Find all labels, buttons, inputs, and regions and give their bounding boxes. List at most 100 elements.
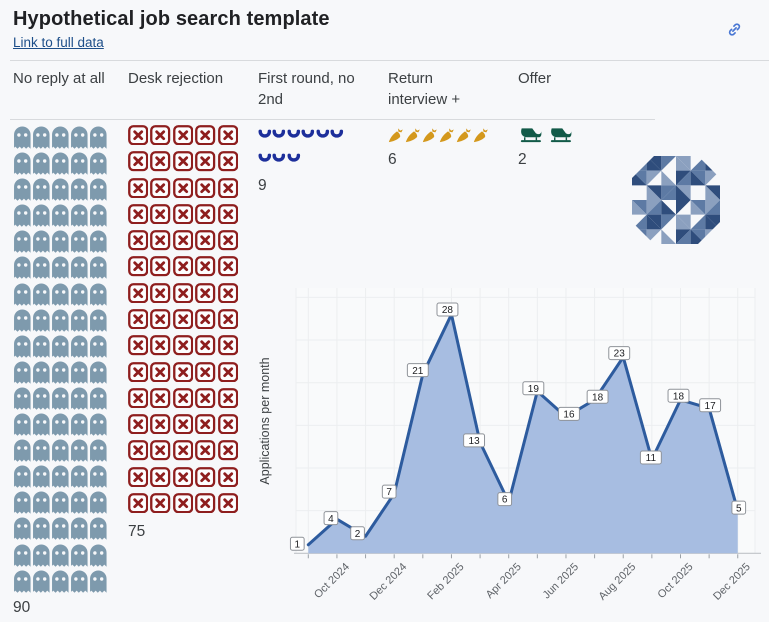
svg-text:Aug 2025: Aug 2025 [597, 561, 639, 603]
column-header-no-reply: No reply at all [13, 70, 105, 87]
ghost-icon [32, 386, 51, 410]
ghost-icon [89, 516, 108, 540]
xbox-icon [195, 309, 215, 329]
full-data-link[interactable]: Link to full data [13, 35, 104, 50]
ghost-icon [51, 151, 70, 175]
first-round-total: 9 [258, 177, 267, 194]
ghost-icon [70, 386, 89, 410]
ghost-icon [51, 569, 70, 593]
ghost-icon [32, 177, 51, 201]
ghost-icon [32, 334, 51, 358]
phone-icon [272, 151, 286, 165]
svg-text:Dec 2025: Dec 2025 [711, 561, 753, 603]
xbox-icon [195, 440, 215, 460]
ghost-icon [89, 386, 108, 410]
xbox-icon [173, 283, 193, 303]
ghost-icon [51, 282, 70, 306]
ghost-icon [13, 125, 32, 149]
phone-icon [272, 127, 286, 141]
ghost-icon [70, 543, 89, 567]
ghost-icon [89, 151, 108, 175]
ghost-icon [13, 516, 32, 540]
xbox-icon [173, 335, 193, 355]
xbox-icon [128, 151, 148, 171]
phone-icon [287, 127, 301, 141]
ghost-icon [32, 438, 51, 462]
sleigh-icon [518, 127, 544, 144]
xbox-icon [173, 414, 193, 434]
svg-text:28: 28 [442, 305, 454, 316]
ghost-icon [13, 151, 32, 175]
xbox-icon [218, 125, 238, 145]
xbox-icon [218, 309, 238, 329]
return-interview-total: 6 [388, 151, 397, 168]
ghost-icon [70, 334, 89, 358]
quilt-decoration-graphic [632, 156, 720, 244]
svg-text:4: 4 [328, 514, 334, 525]
xbox-icon [150, 283, 170, 303]
svg-text:16: 16 [563, 409, 575, 420]
ghost-icon [13, 282, 32, 306]
ghost-icon [32, 360, 51, 384]
ghost-icon [70, 308, 89, 332]
no-reply-total: 90 [13, 598, 31, 616]
sleigh-icon [548, 127, 574, 144]
xbox-icon [128, 178, 148, 198]
carrot-icon [405, 127, 420, 143]
xbox-icon [128, 414, 148, 434]
ghost-icon [70, 203, 89, 227]
chain-link-icon[interactable] [727, 22, 742, 37]
svg-text:Applications per month: Applications per month [258, 357, 272, 484]
ghost-icon [13, 255, 32, 279]
ghost-icon [32, 255, 51, 279]
ghost-icon [51, 203, 70, 227]
ghost-icon [70, 177, 89, 201]
pictograph-no-reply: 90 [13, 125, 109, 617]
ghost-icon [89, 203, 108, 227]
svg-text:18: 18 [673, 391, 685, 402]
xbox-icon [150, 309, 170, 329]
ghost-icon [32, 203, 51, 227]
svg-text:Oct 2024: Oct 2024 [312, 561, 352, 601]
column-header-desk-rejection: Desk rejection [128, 70, 224, 87]
xbox-icon [195, 283, 215, 303]
xbox-icon [150, 230, 170, 250]
xbox-icon [150, 125, 170, 145]
xbox-icon [150, 362, 170, 382]
xbox-icon [195, 388, 215, 408]
xbox-icon [173, 493, 193, 513]
ghost-icon [32, 543, 51, 567]
svg-text:7: 7 [386, 487, 392, 498]
ghost-icon [13, 490, 32, 514]
header-divider [10, 119, 655, 120]
pictograph-return-interview: 6 [388, 125, 500, 169]
ghost-icon [13, 203, 32, 227]
ghost-icon [70, 282, 89, 306]
ghost-icon [89, 282, 108, 306]
ghost-icon [70, 516, 89, 540]
svg-text:13: 13 [469, 436, 481, 447]
xbox-icon [173, 178, 193, 198]
xbox-icon [195, 256, 215, 276]
x-axis-ticks [307, 554, 739, 559]
ghost-icon [51, 386, 70, 410]
xbox-icon [150, 440, 170, 460]
ghost-icon [13, 543, 32, 567]
ghost-icon [51, 543, 70, 567]
ghost-icon [13, 308, 32, 332]
xbox-icon [195, 125, 215, 145]
ghost-icon [89, 177, 108, 201]
ghost-icon [89, 334, 108, 358]
xbox-icon [218, 283, 238, 303]
data-labels: 1 4 2 7 21 28 13 6 19 16 18 23 11 18 17 5 [289, 302, 747, 551]
ghost-icon [13, 464, 32, 488]
xbox-icon [128, 335, 148, 355]
xbox-icon [128, 125, 148, 145]
ghost-icon [51, 360, 70, 384]
xbox-icon [128, 283, 148, 303]
xbox-icon [218, 493, 238, 513]
column-header-first-round: First round, no 2nd [258, 70, 355, 108]
pictograph-offer: 2 [518, 125, 588, 169]
ghost-icon [70, 125, 89, 149]
ghost-icon [32, 412, 51, 436]
